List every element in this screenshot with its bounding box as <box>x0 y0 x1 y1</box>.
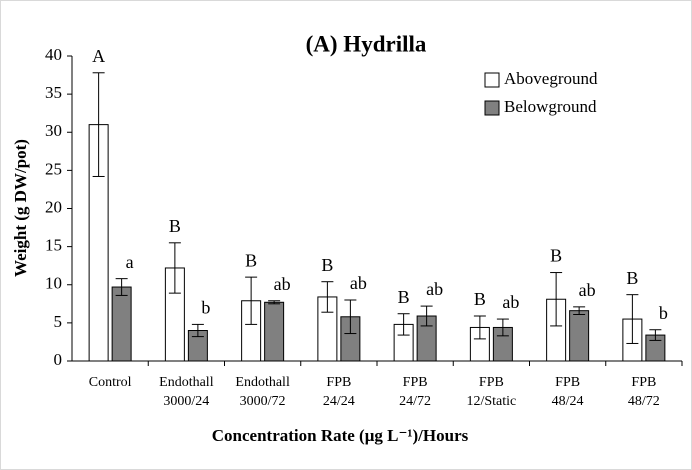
significance-letter: ab <box>350 273 367 293</box>
y-axis-label: Weight (g DW/pot) <box>11 139 30 277</box>
x-tick-label: FPB 24/72 <box>399 375 431 409</box>
significance-letter: ab <box>274 274 291 294</box>
y-tick-label: 20 <box>45 197 62 216</box>
error-bar <box>626 294 639 344</box>
significance-letter: ab <box>579 280 596 300</box>
x-tick-label: Endothall 3000/24 <box>159 375 214 409</box>
significance-letter: b <box>659 303 668 323</box>
legend-swatch <box>484 72 500 88</box>
error-bar <box>344 299 357 335</box>
significance-letter: B <box>626 268 638 288</box>
x-tick-label: FPB 24/24 <box>323 375 355 409</box>
y-tick-label: 35 <box>45 83 62 102</box>
error-bar <box>649 329 662 341</box>
significance-letter: B <box>245 250 257 270</box>
y-tick-label: 15 <box>45 236 62 255</box>
error-bar <box>268 300 281 305</box>
significance-letter: B <box>550 246 562 266</box>
y-tick-label: 30 <box>45 121 62 140</box>
error-bar <box>420 305 433 327</box>
significance-letter: B <box>474 289 486 309</box>
bar <box>569 310 590 362</box>
error-bar <box>92 72 105 177</box>
significance-letter: b <box>201 298 210 318</box>
x-tick-label: FPB 48/72 <box>628 375 660 409</box>
x-tick-label: Control <box>89 375 132 390</box>
significance-letter: ab <box>502 292 519 312</box>
error-bar <box>115 278 128 296</box>
legend-swatch <box>484 100 500 116</box>
x-tick-label: FPB 12/Static <box>466 375 516 409</box>
error-bar <box>191 323 204 338</box>
significance-letter: B <box>169 216 181 236</box>
chart-title: (A) Hydrilla <box>306 31 427 56</box>
x-axis-label: Concentration Rate (μg L⁻¹)/Hours <box>212 426 469 445</box>
error-bar <box>473 315 486 340</box>
x-tick-label: FPB 48/24 <box>552 375 584 409</box>
bar <box>111 286 132 362</box>
error-bar <box>496 318 509 337</box>
y-tick-label: 25 <box>45 159 62 178</box>
error-bar <box>168 242 181 294</box>
significance-letter: a <box>126 252 134 272</box>
error-bar <box>573 306 586 315</box>
significance-letter: B <box>321 255 333 275</box>
y-tick-label: 5 <box>54 312 63 331</box>
error-bar <box>321 281 334 313</box>
y-tick-label: 0 <box>54 350 63 369</box>
significance-letter: ab <box>426 279 443 299</box>
significance-letter: B <box>398 287 410 307</box>
x-tick-label: Endothall 3000/72 <box>235 375 290 409</box>
legend-label: Aboveground <box>504 69 598 88</box>
y-tick-label: 40 <box>45 45 62 64</box>
y-tick-label: 10 <box>45 274 62 293</box>
error-bar <box>397 313 410 336</box>
legend-label: Belowground <box>504 97 597 116</box>
significance-letter: A <box>92 46 105 66</box>
error-bar <box>245 276 258 325</box>
error-bar <box>550 272 563 327</box>
bar <box>264 301 285 362</box>
